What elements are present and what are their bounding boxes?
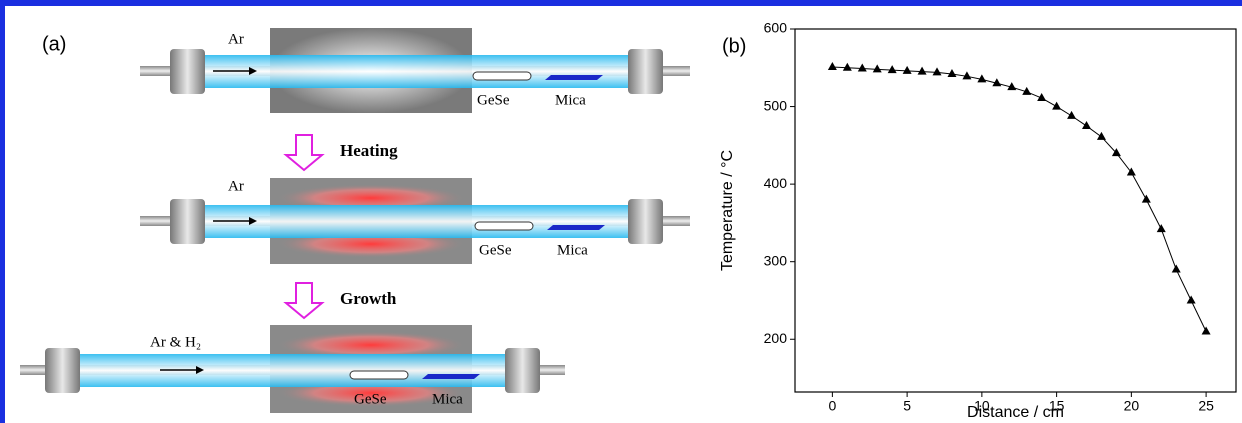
data-marker [872,64,882,73]
y-axis-label: Temperature / °C [719,150,736,271]
data-marker [827,62,837,71]
stage: Ar & H₂ GeSe Mica [20,325,565,413]
data-marker [1141,194,1151,203]
boat [349,370,409,380]
substrate-label: Mica [555,92,586,108]
y-tick-label: 300 [764,252,788,268]
data-marker [1126,167,1136,176]
gas-label: Ar & H₂ [150,334,201,350]
boat [474,221,534,231]
x-tick-label: 0 [828,398,836,414]
gas-label: Ar [228,178,244,194]
end-cap [628,49,663,94]
x-tick-label: 15 [1049,398,1065,414]
data-marker [1052,101,1062,110]
mica [422,374,480,379]
data-marker [1201,326,1211,335]
y-tick-label: 200 [764,330,788,346]
end-cap [170,199,205,244]
data-marker [1171,264,1181,273]
data-marker [1022,86,1032,95]
data-marker [857,63,867,72]
x-tick-label: 5 [903,398,911,414]
y-tick-label: 400 [764,175,788,191]
stage: Ar GeSe Mica [140,178,690,264]
y-tick-label: 500 [764,97,788,113]
data-marker [947,68,957,77]
quartz-tube [75,354,505,387]
flow-arrowhead [196,366,204,374]
step-label: Heating [340,141,398,160]
panel-label: (b) [722,35,746,57]
flow-arrowhead [249,217,257,225]
data-marker [1067,110,1077,119]
substrate-label: Mica [432,391,463,407]
heat-glow [276,331,466,359]
panel-label: (a) [42,33,66,55]
data-marker [932,67,942,76]
data-line [832,66,1207,332]
x-axis-label: Distance / cm [967,404,1064,421]
source-label: GeSe [479,242,512,258]
data-marker [902,65,912,74]
end-cap [45,348,80,393]
boat [472,71,532,81]
quartz-tube [200,205,628,238]
x-tick-label: 20 [1124,398,1140,414]
y-tick-label: 600 [764,20,788,36]
left-border [0,0,5,423]
data-marker [1186,295,1196,304]
data-marker [1082,120,1092,129]
step-arrow [283,282,325,320]
data-marker [1156,224,1166,233]
end-cap [505,348,540,393]
flow-arrowhead [249,67,257,75]
end-cap [628,199,663,244]
step-label: Growth [340,289,397,308]
x-tick-label: 10 [974,398,990,414]
data-marker [887,65,897,74]
data-marker [1037,93,1047,102]
mica [547,225,605,230]
data-marker [842,62,852,71]
substrate-label: Mica [557,242,588,258]
data-marker [1111,148,1121,157]
x-tick-label: 25 [1198,398,1214,414]
plot-frame [794,28,1237,393]
top-border [0,0,1242,6]
end-cap [170,49,205,94]
data-marker [1096,131,1106,140]
gas-label: Ar [228,31,244,47]
data-marker [962,71,972,80]
data-marker [977,74,987,83]
mica [545,75,603,80]
data-marker [917,66,927,75]
data-marker [992,78,1002,87]
step-arrow [283,134,325,172]
stage: Ar GeSe Mica [140,28,690,113]
source-label: GeSe [354,391,387,407]
data-marker [1007,82,1017,91]
step-arrows [283,134,325,320]
quartz-tube [200,55,628,88]
source-label: GeSe [477,92,510,108]
